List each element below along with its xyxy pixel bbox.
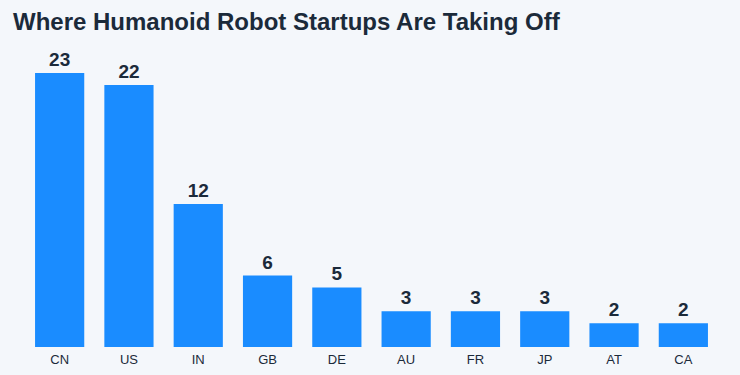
svg-text:JP: JP (537, 352, 552, 367)
svg-text:5: 5 (332, 263, 343, 284)
svg-text:AT: AT (606, 352, 622, 367)
svg-text:AU: AU (397, 352, 415, 367)
svg-text:CN: CN (50, 352, 69, 367)
svg-text:22: 22 (118, 61, 139, 82)
svg-text:DE: DE (328, 352, 346, 367)
svg-text:12: 12 (188, 180, 209, 201)
svg-text:GB: GB (258, 352, 277, 367)
svg-text:IN: IN (192, 352, 205, 367)
svg-text:6: 6 (262, 252, 273, 273)
svg-text:2: 2 (609, 299, 620, 320)
svg-text:Where Humanoid Robot Startups: Where Humanoid Robot Startups Are Taking… (13, 8, 561, 35)
svg-text:3: 3 (470, 287, 481, 308)
svg-text:23: 23 (49, 49, 70, 70)
svg-text:3: 3 (401, 287, 412, 308)
svg-text:FR: FR (467, 352, 484, 367)
svg-text:2: 2 (678, 299, 689, 320)
svg-text:3: 3 (539, 287, 550, 308)
svg-text:US: US (120, 352, 138, 367)
svg-text:CA: CA (674, 352, 692, 367)
